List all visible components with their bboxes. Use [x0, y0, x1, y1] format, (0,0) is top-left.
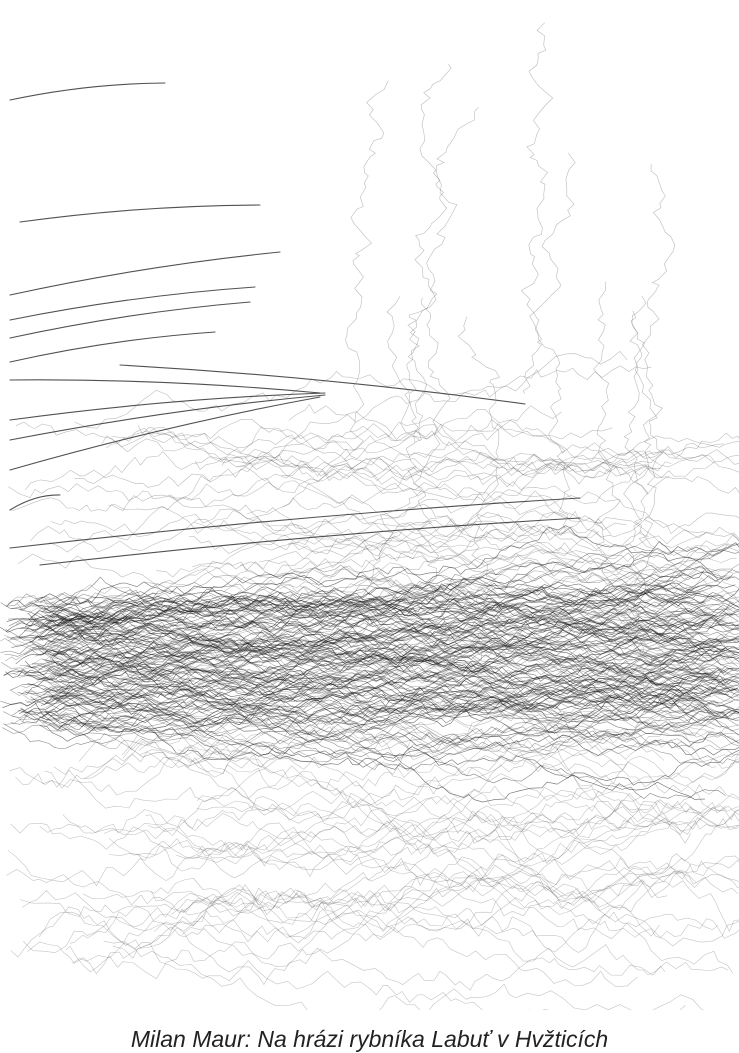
caption: Milan Maur: Na hrázi rybníka Labuť v Hvž…: [0, 1026, 739, 1053]
artwork: [0, 0, 739, 1010]
